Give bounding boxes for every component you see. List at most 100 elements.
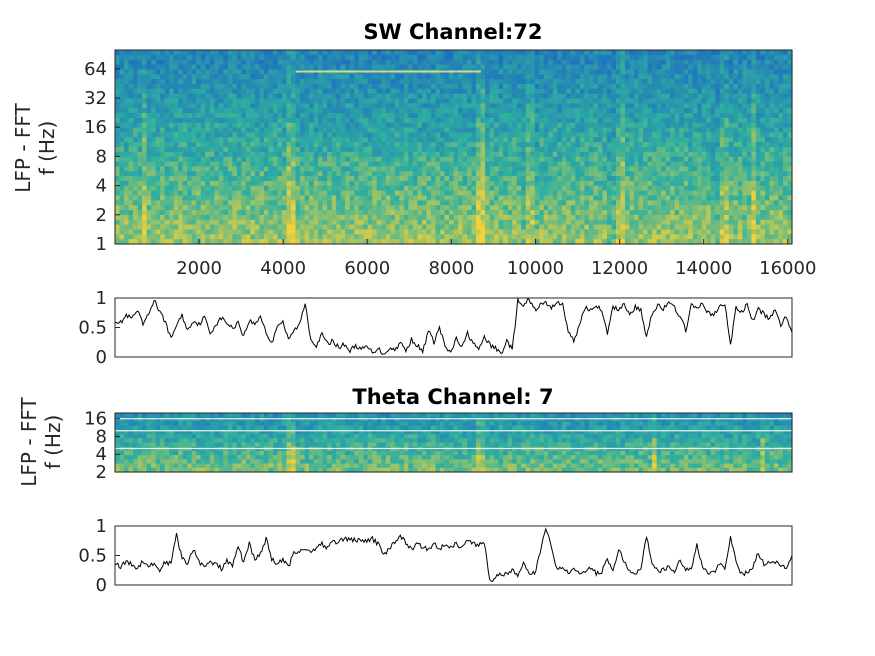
heat-cell (223, 147, 229, 153)
heat-cell (426, 74, 432, 80)
heat-cell (155, 180, 161, 187)
heat-cell (476, 176, 482, 182)
heat-cell (250, 180, 256, 187)
heat-cell (205, 54, 211, 61)
heat-cell (539, 195, 545, 201)
heat-cell (634, 98, 640, 104)
heat-cell (187, 122, 193, 129)
heat-cell (318, 64, 324, 70)
heat-cell (327, 117, 333, 124)
heat-cell (439, 180, 446, 187)
heat-cell (200, 185, 206, 192)
heat-cell (629, 214, 635, 221)
heat-cell (548, 142, 554, 148)
heat-cell (476, 93, 482, 100)
heat-cell (489, 64, 495, 70)
heat-cell (250, 132, 256, 138)
heat-cell (557, 83, 563, 90)
heat-cell (200, 113, 206, 119)
heat-cell (223, 219, 229, 226)
heat-cell (453, 151, 459, 158)
heat-cell (376, 234, 382, 240)
heat-cell (489, 214, 495, 221)
heat-cell (295, 79, 301, 85)
heat-cell (146, 151, 152, 158)
heat-cell (340, 50, 346, 56)
heat-cell (363, 98, 369, 104)
heat-cell (615, 161, 622, 167)
heat-cell (209, 64, 215, 70)
heat-cell (372, 229, 378, 235)
heat-cell (661, 88, 667, 95)
heat-cell (191, 219, 197, 226)
heat-cell (412, 79, 418, 85)
heat-cell (575, 180, 581, 187)
heat-cell (480, 214, 486, 221)
heat-cell (588, 239, 595, 245)
heat-cell (349, 166, 355, 172)
heat-cell (214, 93, 220, 100)
heat-cell (597, 50, 604, 56)
heat-cell (652, 214, 658, 221)
heat-cell (462, 59, 468, 66)
heat-cell (394, 50, 400, 56)
heat-cell (439, 79, 446, 85)
heat-cell (611, 142, 617, 148)
heat-cell (638, 137, 644, 143)
heat-cell (133, 147, 139, 153)
heat-cell (155, 88, 161, 95)
heat-cell (453, 156, 459, 163)
heat-cell (525, 161, 531, 167)
heat-cell (638, 59, 644, 66)
heat-cell (250, 224, 256, 231)
heat-cell (539, 54, 545, 61)
heat-cell (421, 113, 428, 119)
heat-cell (345, 229, 351, 235)
heat-cell (588, 93, 595, 100)
heat-cell (164, 219, 170, 226)
heat-cell (390, 195, 396, 201)
heat-cell (169, 103, 175, 109)
heat-cell (358, 122, 364, 129)
heat-cell (476, 205, 482, 211)
heat-cell (467, 64, 473, 70)
heat-cell (458, 195, 464, 201)
heat-cell (448, 74, 455, 80)
heat-cell (281, 74, 288, 80)
heat-cell (133, 190, 139, 197)
heat-cell (223, 214, 229, 221)
heat-cell (543, 122, 549, 129)
heat-cell (656, 171, 662, 177)
heat-cell (209, 195, 215, 201)
heat-cell (661, 195, 667, 201)
heat-cell (232, 151, 238, 158)
heat-cell (119, 50, 125, 56)
heat-cell (606, 117, 613, 124)
heat-cell (579, 98, 585, 104)
heat-cell (471, 98, 477, 104)
heat-cell (178, 59, 184, 66)
heat-cell (227, 93, 233, 100)
heat-cell (593, 234, 599, 240)
heat-cell (539, 132, 545, 138)
heat-cell (349, 156, 355, 163)
heat-cell (498, 229, 504, 235)
heat-cell (458, 190, 464, 197)
heat-cell (471, 219, 477, 226)
heat-cell (354, 113, 360, 119)
heat-cell (358, 210, 364, 216)
heat-cell (498, 210, 504, 216)
heat-cell (606, 122, 613, 129)
heat-cell (281, 69, 288, 75)
heat-cell (277, 147, 283, 153)
heat-cell (476, 190, 482, 197)
heat-cell (372, 224, 378, 231)
heat-cell (218, 132, 224, 138)
heat-cell (160, 180, 166, 187)
heat-cell (214, 74, 220, 80)
heat-cell (471, 166, 477, 172)
heat-cell (313, 147, 319, 153)
heat-cell (625, 137, 631, 143)
heat-cell (665, 117, 671, 124)
heat-cell (525, 151, 531, 158)
